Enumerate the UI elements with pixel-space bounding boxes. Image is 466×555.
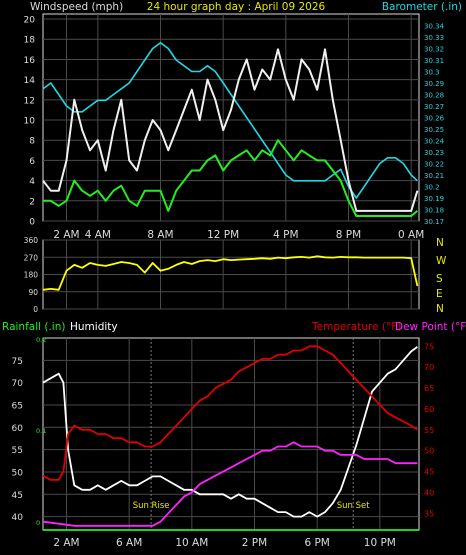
windspeed-tick-label: 6 (29, 157, 35, 167)
wind-time-tick-label: 8 PM (336, 229, 361, 241)
wind-time-tick-label: 4 PM (273, 229, 298, 241)
direction-cardinal-label: W (436, 255, 447, 267)
temperature-tick-label: 45 (424, 468, 434, 477)
barometer-tick-label: 30.3 (424, 69, 440, 77)
barometer-tick-label: 30.18 (424, 207, 444, 215)
humidity-axis-title: Humidity (70, 321, 118, 333)
temperature-tick-label: 35 (424, 509, 434, 518)
barometer-tick-label: 30.21 (424, 172, 444, 180)
temperature-time-tick-label: 2 PM (242, 537, 267, 549)
barometer-tick-label: 30.27 (424, 103, 444, 111)
humidity-tick-label: 45 (12, 491, 23, 501)
wind-time-tick-label: 0 AM (398, 229, 424, 241)
temperature-time-tick-label: 6 PM (304, 537, 329, 549)
rainfall-tick-label: 0.1 (36, 427, 46, 435)
windspeed-tick-label: 16 (24, 56, 36, 66)
direction-degree-label: 180 (24, 271, 39, 280)
temperature-tick-label: 60 (424, 405, 434, 414)
temperature-time-tick-label: 2 AM (53, 537, 79, 549)
humidity-tick-label: 70 (12, 379, 24, 389)
temperature-time-tick-label: 10 PM (364, 537, 396, 549)
temperature-axis-title: Temperature (°F) (311, 321, 401, 333)
temperature-tick-label: 75 (424, 342, 434, 351)
temperature-time-tick-label: 10 AM (175, 537, 208, 549)
dew-point-line (42, 441, 418, 527)
rainfall-tick-label: 0.2 (36, 336, 46, 344)
temperature-tick-label: 70 (424, 363, 434, 372)
direction-cardinal-label: N (436, 303, 444, 315)
humidity-tick-label: 40 (12, 513, 24, 523)
barometer-tick-label: 30.22 (424, 161, 444, 169)
humidity-tick-label: 60 (12, 424, 24, 434)
direction-degree-label: 270 (24, 253, 39, 262)
windspeed-tick-label: 18 (24, 36, 36, 46)
barometer-axis-title: Barometer (.in) (382, 1, 462, 13)
barometer-tick-label: 30.2 (424, 184, 440, 192)
sun-event-label: Sun Rise (133, 501, 170, 511)
windspeed-tick-label: 0 (29, 218, 35, 228)
grid-layer (43, 14, 419, 530)
temperature-tick-label: 55 (424, 426, 434, 435)
windspeed-tick-label: 4 (29, 177, 35, 187)
humidity-tick-label: 55 (12, 446, 23, 456)
barometer-tick-label: 30.25 (424, 126, 444, 134)
windspeed-tick-label: 8 (29, 137, 35, 147)
direction-degree-label: 0 (33, 305, 38, 314)
windspeed-tick-label: 12 (24, 96, 35, 106)
windspeed-tick-label: 10 (24, 117, 36, 127)
barometer-tick-label: 30.31 (424, 57, 444, 65)
humidity-tick-label: 65 (12, 401, 23, 411)
wind-barometer-line (42, 41, 418, 199)
barometer-tick-label: 30.32 (424, 46, 444, 54)
windspeed-tick-label: 20 (24, 16, 36, 26)
temperature-time-tick-label: 6 AM (116, 537, 142, 549)
sun-event-label: Sun Set (337, 501, 370, 511)
temperature-tick-label: 65 (424, 384, 434, 393)
dew-point-axis-title: Dew Point (°F) (395, 321, 466, 333)
direction-degree-label: 90 (28, 288, 38, 297)
axis-text-layer: 0246810121416182030.1730.1830.1930.230.2… (12, 16, 447, 549)
wind-average-line (43, 139, 419, 217)
rainfall-axis-title: Rainfall (.in) (2, 321, 65, 333)
barometer-tick-label: 30.24 (424, 138, 445, 146)
barometer-tick-label: 30.23 (424, 149, 444, 157)
humidity-tick-label: 50 (12, 468, 24, 478)
direction-line (42, 255, 419, 291)
temperature-line (42, 345, 418, 481)
wind-time-tick-label: 4 AM (85, 229, 111, 241)
direction-cardinal-label: N (436, 237, 444, 249)
barometer-tick-label: 30.17 (424, 218, 444, 226)
direction-degree-label: 360 (24, 236, 39, 245)
temperature-tick-label: 40 (424, 488, 434, 497)
windspeed-axis-title: Windspeed (mph) (30, 1, 123, 13)
barometer-tick-label: 30.28 (424, 92, 444, 100)
humidity-line (42, 346, 418, 518)
barometer-tick-label: 30.29 (424, 80, 444, 88)
rainfall-tick-label: 0 (36, 519, 40, 527)
series-layer (42, 41, 419, 531)
wind-time-tick-label: 12 PM (207, 229, 239, 241)
graph-day-title: 24 hour graph day : April 09 2026 (147, 1, 326, 13)
temperature-tick-label: 50 (424, 447, 434, 456)
humidity-tick-label: 75 (12, 357, 23, 367)
windspeed-tick-label: 14 (24, 76, 36, 86)
direction-cardinal-label: E (436, 288, 443, 300)
direction-cardinal-label: S (436, 273, 443, 285)
wind-time-tick-label: 2 AM (53, 229, 79, 241)
wind-gust-line (42, 48, 419, 212)
barometer-tick-label: 30.19 (424, 195, 444, 203)
wind-time-tick-label: 8 AM (147, 229, 173, 241)
barometer-tick-label: 30.33 (424, 34, 444, 42)
barometer-tick-label: 30.34 (424, 23, 445, 31)
barometer-tick-label: 30.26 (424, 115, 445, 123)
windspeed-tick-label: 2 (29, 197, 35, 207)
